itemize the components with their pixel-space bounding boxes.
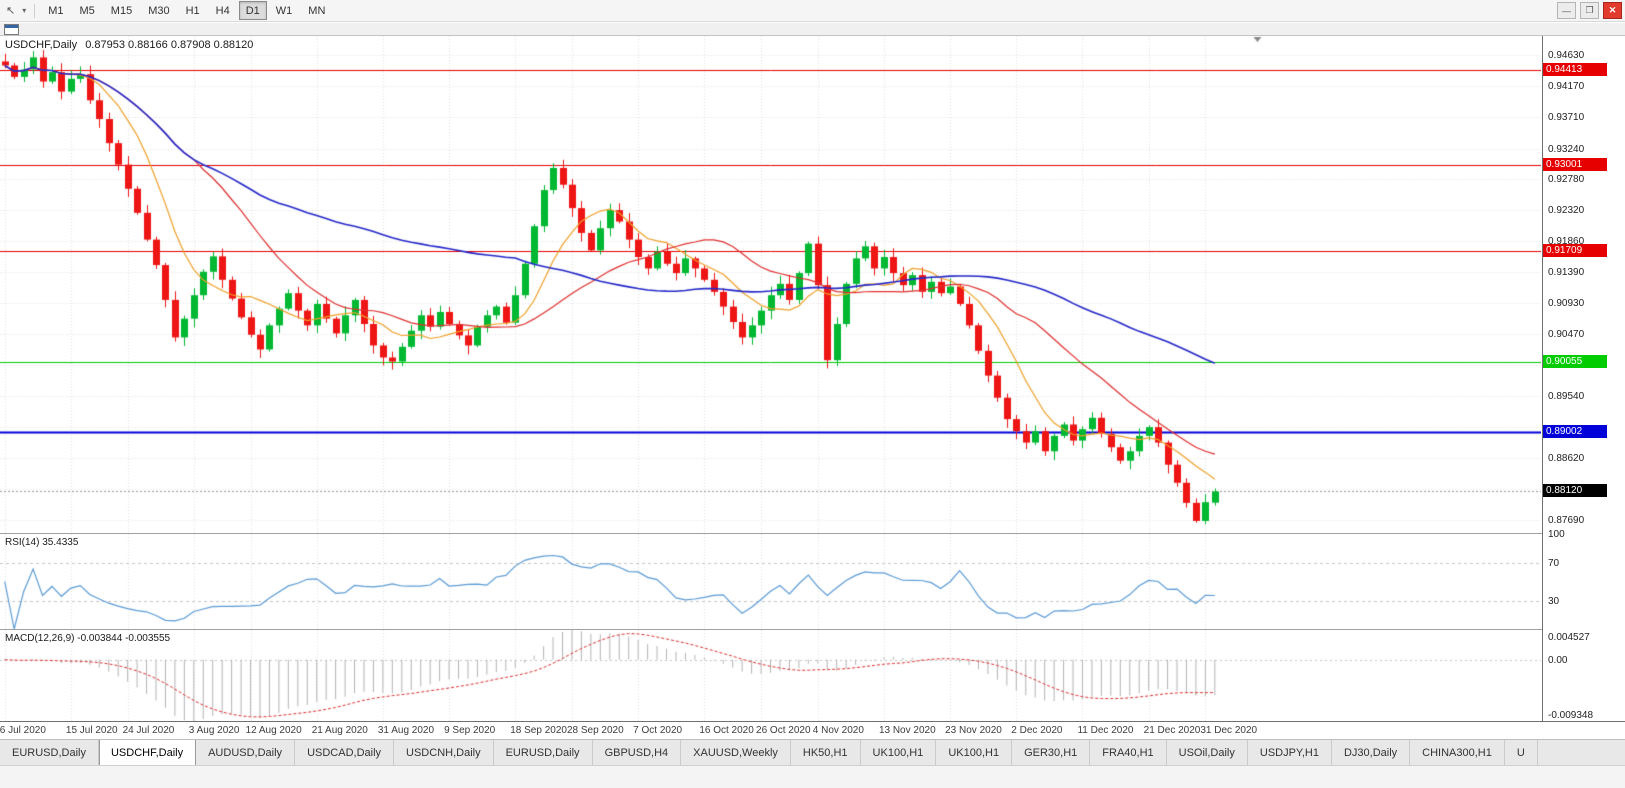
- date-label: 24 Jul 2020: [122, 725, 175, 736]
- timeframe-button-w1[interactable]: W1: [275, 4, 293, 17]
- date-label: 11 Dec 2020: [1077, 725, 1134, 736]
- price-line-label: 0.91709: [1543, 244, 1607, 258]
- price-tick: 0.92780: [1548, 174, 1585, 186]
- chart-tab-uk100-h1[interactable]: UK100,H1: [936, 740, 1013, 765]
- price-tick: 0.91860: [1548, 235, 1585, 247]
- panel-divider[interactable]: [0, 629, 1625, 630]
- timeframe-button-group: M1 M5 M15 M30 H1 H4 D1 W1 MN: [41, 1, 332, 20]
- toolbar-separator: [34, 3, 36, 18]
- window-minimize-button[interactable]: —: [1557, 2, 1576, 19]
- window-restore-button[interactable]: ❐: [1580, 2, 1599, 19]
- chart-tab-uk100-h1[interactable]: UK100,H1: [860, 740, 937, 765]
- price-tick: 0.89540: [1548, 391, 1585, 403]
- timeframe-toolbar: ↖ ▾ M1 M5 M15 M30 H1 H4 D1 W1 MN — ❐ ✕: [0, 0, 1625, 22]
- date-label: 21 Aug 2020: [311, 725, 368, 736]
- window-close-button[interactable]: ✕: [1603, 2, 1622, 19]
- chart-tab-usoil-daily[interactable]: USOil,Daily: [1166, 740, 1248, 765]
- price-tick: 0.93240: [1548, 143, 1585, 155]
- price-tick: 0.94630: [1548, 50, 1585, 62]
- chart-window-icon: [4, 24, 19, 35]
- chart-tab-ger30-h1[interactable]: GER30,H1: [1012, 740, 1091, 765]
- rsi-tick: 100: [1548, 529, 1565, 540]
- date-label: 23 Nov 2020: [945, 725, 1002, 736]
- chart-tab-u[interactable]: U: [1504, 740, 1538, 765]
- price-axis[interactable]: 0.94630 0.94170 0.93710 0.93240 0.92780 0.923…: [1542, 36, 1625, 721]
- date-label: 9 Sep 2020: [444, 725, 496, 736]
- chart-tab-audusd-daily[interactable]: AUDUSD,Daily: [196, 740, 296, 765]
- date-label: 13 Nov 2020: [878, 725, 936, 736]
- chart-symbol-label: USDCHF,Daily: [5, 39, 78, 51]
- timeframe-button-m5[interactable]: M5: [79, 4, 95, 17]
- chart-tab-hk50-h1[interactable]: HK50,H1: [790, 740, 861, 765]
- price-line-label: 0.89002: [1543, 425, 1607, 439]
- chart-tab-eurusd-daily[interactable]: EURUSD,Daily: [493, 740, 593, 765]
- chart-window-strip: [0, 23, 1625, 36]
- chart-tab-fra40-h1[interactable]: FRA40,H1: [1090, 740, 1167, 765]
- timeframe-button-h1[interactable]: H1: [185, 4, 200, 17]
- chart-title: USDCHF,Daily 0.87953 0.88166 0.87908 0.8…: [5, 39, 253, 51]
- price-line-label: 0.94413: [1543, 62, 1607, 76]
- rsi-tick: 30: [1548, 595, 1560, 607]
- timeframe-button-m15[interactable]: M15: [110, 4, 133, 17]
- cursor-icon[interactable]: ↖: [6, 5, 16, 17]
- chart-tab-eurusd-daily[interactable]: EURUSD,Daily: [0, 740, 99, 765]
- chart-tab-usdcad-daily[interactable]: USDCAD,Daily: [295, 740, 395, 765]
- chart-area: USDCHF,Daily 0.87953 0.88166 0.87908 0.8…: [0, 36, 1625, 739]
- rsi-indicator-label: RSI(14) 35.4335: [5, 537, 79, 548]
- date-label: 26 Oct 2020: [756, 725, 811, 736]
- price-tick: 0.90930: [1548, 298, 1585, 310]
- current-price-label: 0.88120: [1543, 484, 1607, 498]
- price-line-label: 0.90055: [1543, 354, 1607, 368]
- date-label: 2 Dec 2020: [1011, 725, 1063, 736]
- date-label: 16 Oct 2020: [699, 725, 754, 736]
- rsi-tick: 70: [1548, 557, 1560, 569]
- timeframe-button-mn[interactable]: MN: [308, 4, 326, 17]
- price-line-label: 0.93001: [1543, 157, 1607, 171]
- date-label: 12 Aug 2020: [245, 725, 302, 736]
- date-label: 31 Dec 2020: [1200, 725, 1258, 736]
- date-label: 15 Jul 2020: [65, 725, 118, 736]
- price-tick: 0.93710: [1548, 112, 1585, 124]
- date-label: 21 Dec 2020: [1143, 725, 1201, 736]
- chart-tab-xauusd-weekly[interactable]: XAUUSD,Weekly: [681, 740, 791, 765]
- date-label: 28 Sep 2020: [566, 725, 624, 736]
- price-tick: 0.90470: [1548, 329, 1585, 341]
- panel-divider[interactable]: [0, 533, 1625, 534]
- dropdown-caret-icon[interactable]: ▾: [22, 6, 27, 15]
- chart-ohlc-values: 0.87953 0.88166 0.87908 0.88120: [85, 39, 254, 51]
- status-bar: [0, 765, 1625, 788]
- price-tick: 0.94170: [1548, 81, 1585, 93]
- timeframe-button-d1[interactable]: D1: [238, 1, 267, 20]
- date-label: 6 Jul 2020: [0, 725, 46, 736]
- price-tick: 0.87690: [1548, 515, 1585, 527]
- price-tick: 0.92320: [1548, 205, 1585, 217]
- price-tick: 0.88620: [1548, 452, 1585, 464]
- macd-indicator-label: MACD(12,26,9) -0.003844 -0.003555: [5, 633, 171, 644]
- date-label: 18 Sep 2020: [510, 725, 567, 736]
- macd-indicator-canvas[interactable]: [0, 630, 1541, 721]
- timeframe-button-m1[interactable]: M1: [48, 4, 64, 17]
- macd-tick: 0.00: [1548, 654, 1568, 666]
- chart-tab-usdjpy-h1[interactable]: USDJPY,H1: [1247, 740, 1332, 765]
- chart-tab-dj30-daily[interactable]: DJ30,Daily: [1331, 740, 1411, 765]
- timeframe-button-h4[interactable]: H4: [215, 4, 230, 17]
- timeframe-button-m30[interactable]: M30: [148, 4, 170, 17]
- macd-tick: -0.009348: [1548, 710, 1594, 721]
- chart-tab-usdchf-daily[interactable]: USDCHF,Daily: [98, 740, 197, 765]
- chart-tab-gbpusd-h4[interactable]: GBPUSD,H4: [592, 740, 682, 765]
- date-label: 3 Aug 2020: [188, 725, 240, 736]
- rsi-indicator-canvas[interactable]: [0, 534, 1541, 629]
- date-label: 7 Oct 2020: [633, 725, 683, 736]
- price-tick: 0.91390: [1548, 267, 1585, 279]
- chart-tab-china300-h1[interactable]: CHINA300,H1: [1410, 740, 1505, 765]
- chart-tab-bar: EURUSD,Daily USDCHF,Daily AUDUSD,Daily USDC…: [0, 739, 1625, 765]
- date-label: 31 Aug 2020: [377, 725, 435, 736]
- time-axis[interactable]: 6 Jul 2020 15 Jul 2020 24 Jul 2020 3 Aug 20…: [0, 721, 1625, 739]
- chart-tab-usdcnh-daily[interactable]: USDCNH,Daily: [394, 740, 494, 765]
- macd-tick: 0.004527: [1548, 632, 1590, 643]
- date-label: 4 Nov 2020: [812, 725, 864, 736]
- main-price-chart-canvas[interactable]: [0, 36, 1541, 533]
